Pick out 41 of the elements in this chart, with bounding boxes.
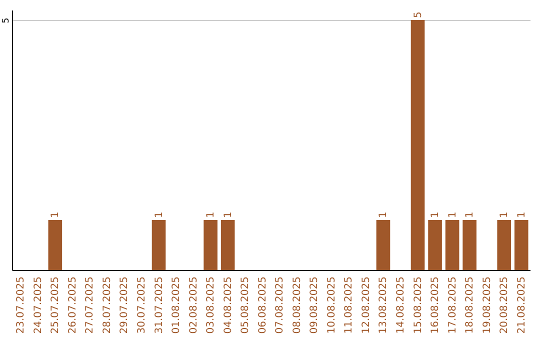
x-tick-label: 02.08.2025 — [188, 276, 200, 334]
x-tick-label: 01.08.2025 — [171, 276, 182, 334]
x-tick-label: 14.08.2025 — [396, 276, 406, 334]
data-label: 1 — [464, 212, 476, 218]
data-label: 5 — [412, 12, 424, 18]
x-tick-label: 18.08.2025 — [464, 276, 476, 334]
data-label: 1 — [222, 212, 234, 218]
x-tick-label: 11.08.2025 — [344, 276, 355, 334]
x-tick-label: 13.08.2025 — [378, 276, 390, 334]
x-tick-label: 21.08.2025 — [516, 276, 528, 334]
data-label: 1 — [430, 212, 442, 218]
x-tick-label: 29.07.2025 — [119, 276, 130, 334]
x-tick-label: 16.08.2025 — [430, 276, 442, 334]
x-tick-label: 27.07.2025 — [84, 276, 96, 334]
x-tick-label: 23.07.2025 — [16, 276, 27, 334]
x-tick-label: 26.07.2025 — [67, 276, 78, 334]
x-tick-label: 28.07.2025 — [102, 276, 113, 334]
x-tick-label: 25.07.2025 — [50, 276, 62, 334]
x-tick-label: 12.08.2025 — [360, 276, 372, 334]
data-label: 1 — [516, 212, 528, 218]
x-tick-label: 08.08.2025 — [292, 276, 303, 334]
x-tick-label: 30.07.2025 — [136, 276, 148, 334]
data-label: 1 — [154, 212, 165, 218]
x-tick-label: 07.08.2025 — [274, 276, 286, 334]
data-label: 1 — [50, 212, 62, 218]
x-tick-label: 09.08.2025 — [309, 276, 320, 334]
x-tick-label: 05.08.2025 — [240, 276, 252, 334]
x-tick-label: 20.08.2025 — [499, 276, 510, 334]
data-label: 1 — [378, 212, 390, 218]
x-tick-label: 24.07.2025 — [32, 276, 44, 334]
x-tick-label: 19.08.2025 — [482, 276, 493, 334]
data-label: 1 — [499, 212, 510, 218]
x-tick-label: 31.07.2025 — [154, 276, 165, 334]
x-tick-label: 04.08.2025 — [222, 276, 234, 334]
x-tick-label: 17.08.2025 — [447, 276, 458, 334]
data-label: 1 — [447, 212, 458, 218]
x-tick-label: 15.08.2025 — [412, 276, 424, 334]
x-tick-label: 06.08.2025 — [257, 276, 268, 334]
x-tick-label: 10.08.2025 — [326, 276, 338, 334]
data-label: 1 — [206, 212, 217, 218]
x-tick-label: 03.08.2025 — [206, 276, 217, 334]
